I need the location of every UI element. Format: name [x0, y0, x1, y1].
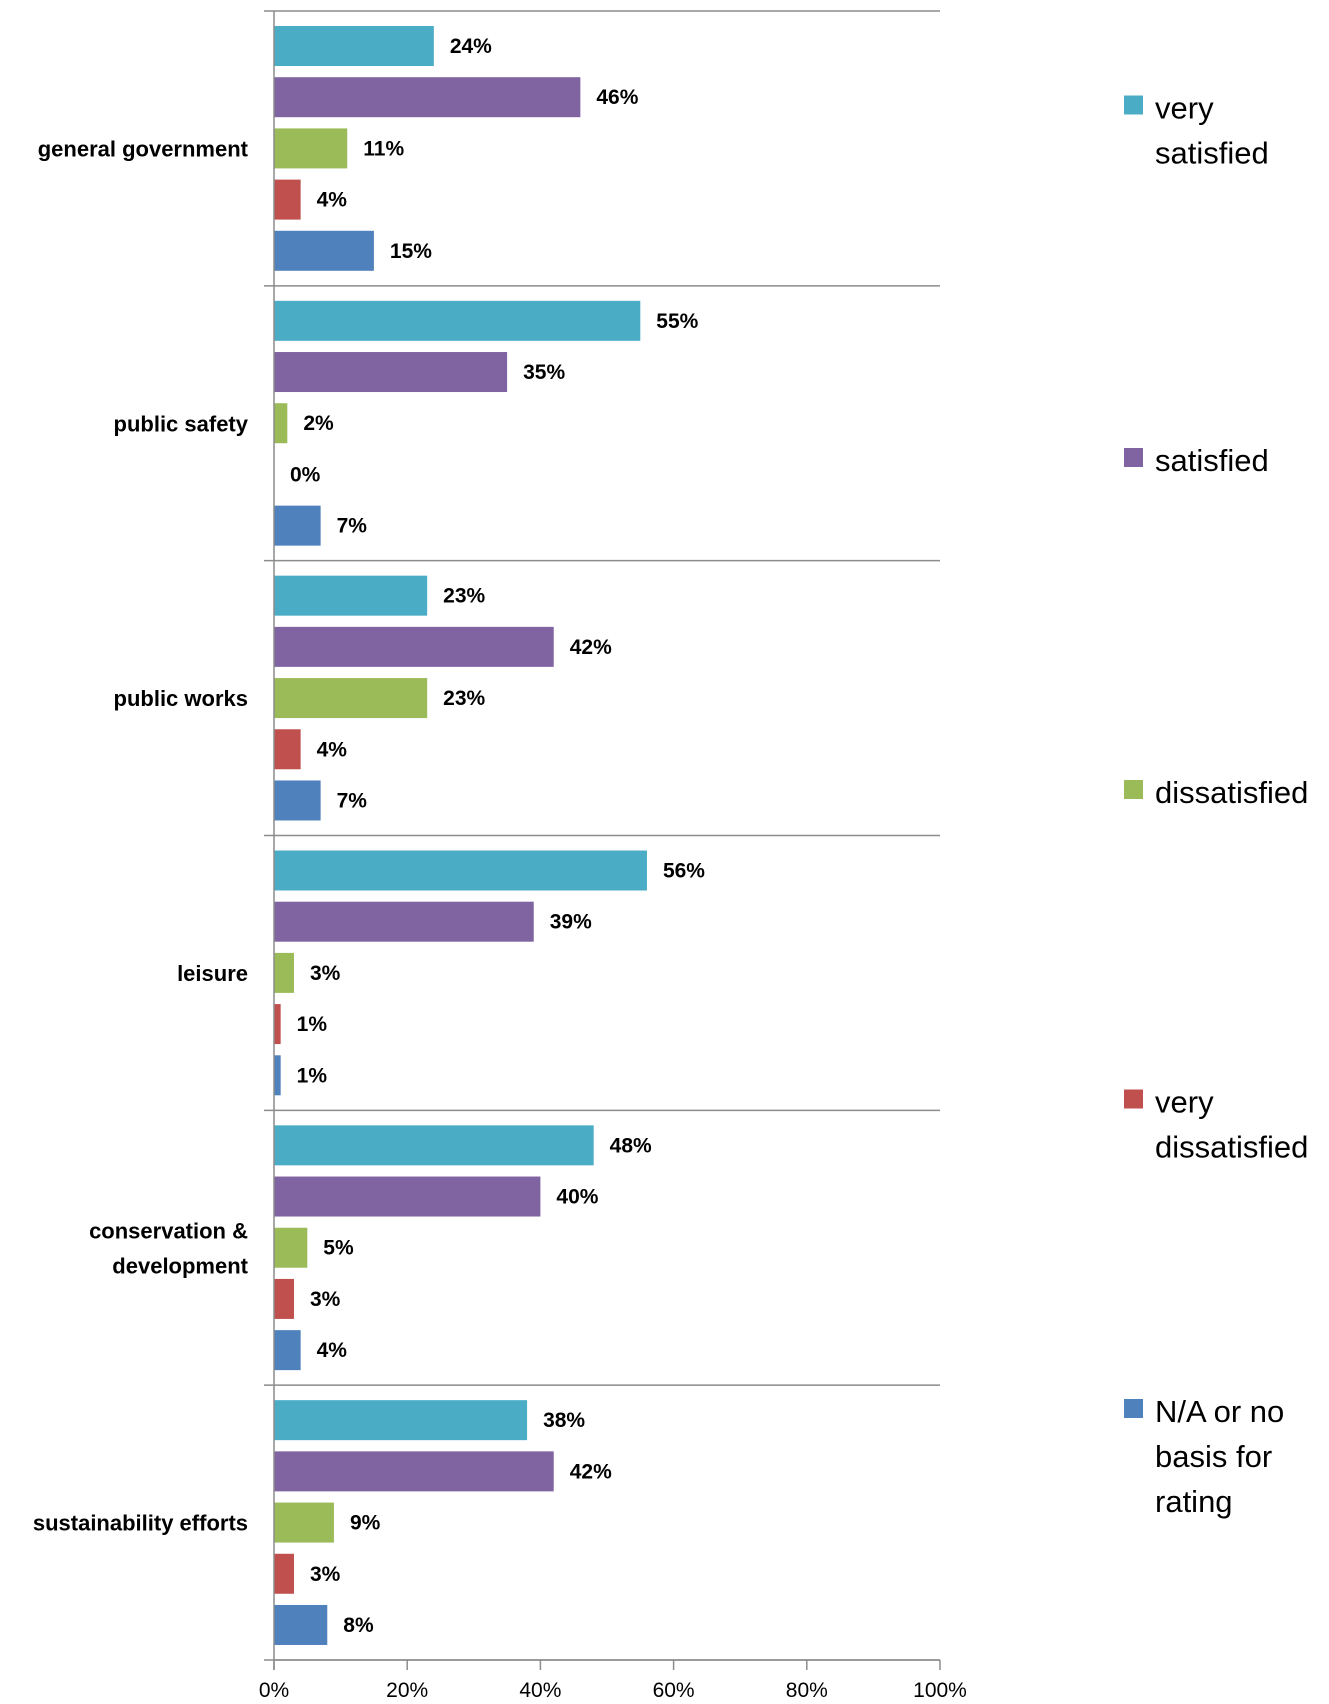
- x-axis: 0% 20% 40% 60% 80% 100%: [259, 11, 967, 1702]
- bar: [274, 1400, 528, 1441]
- legend-label: very: [1155, 91, 1214, 126]
- data-label: 56%: [663, 860, 705, 883]
- data-label: 42%: [570, 636, 612, 659]
- x-tick-label: 60%: [653, 1679, 695, 1702]
- data-label: 15%: [390, 240, 432, 263]
- bar: [274, 1330, 301, 1371]
- bar: [274, 1553, 294, 1594]
- legend-label: dissatisfied: [1155, 775, 1308, 810]
- plot-area: 24% 46% 11% 4% 15% general government 55% 35% 2%…: [33, 10, 940, 1661]
- legend-swatch: [1124, 95, 1143, 115]
- data-label: 1%: [297, 1013, 328, 1036]
- bar: [274, 128, 348, 169]
- category-label: leisure: [177, 961, 248, 986]
- x-tick-label: 100%: [913, 1679, 967, 1702]
- data-label: 7%: [337, 515, 368, 538]
- data-label: 48%: [610, 1134, 652, 1157]
- x-tick-label: 0%: [259, 1679, 289, 1702]
- bar: [274, 179, 301, 220]
- bar: [274, 780, 321, 821]
- data-label: 8%: [343, 1614, 374, 1637]
- category-label: public works: [114, 686, 248, 711]
- category-label: conservation &: [89, 1218, 248, 1243]
- legend-label: rating: [1155, 1484, 1233, 1519]
- bar: [274, 1451, 554, 1492]
- bar: [274, 1055, 281, 1096]
- data-label: 5%: [323, 1237, 354, 1260]
- data-label: 1%: [297, 1064, 328, 1087]
- bar: [274, 77, 581, 118]
- legend-label: satisfied: [1155, 136, 1269, 171]
- legend-swatch: [1124, 1399, 1143, 1418]
- data-label: 3%: [310, 1563, 341, 1586]
- legend-label: basis for: [1155, 1439, 1272, 1474]
- data-label: 46%: [596, 86, 638, 109]
- bar: [274, 300, 641, 341]
- bar: [274, 230, 374, 271]
- x-tick-label: 40%: [519, 1679, 561, 1702]
- x-tick-label: 80%: [786, 1679, 828, 1702]
- bar: [274, 1227, 308, 1268]
- bar: [274, 352, 508, 393]
- data-label: 23%: [443, 687, 485, 710]
- bar: [274, 1176, 541, 1217]
- bar: [274, 26, 434, 66]
- bar: [274, 1604, 328, 1645]
- bar: [274, 1125, 594, 1166]
- legend-label: satisfied: [1155, 443, 1269, 478]
- data-label: 39%: [550, 911, 592, 934]
- bar: [274, 1502, 334, 1543]
- x-tick-label: 20%: [386, 1679, 428, 1702]
- data-label: 24%: [450, 35, 492, 58]
- bar: [274, 729, 301, 770]
- legend: very satisfied satisfied dissatisfied very di…: [1124, 91, 1308, 1519]
- data-label: 4%: [317, 1339, 348, 1362]
- data-label: 40%: [556, 1186, 598, 1209]
- bar: [274, 626, 554, 667]
- category-label: development: [112, 1253, 248, 1278]
- data-label: 0%: [290, 463, 321, 486]
- legend-label: N/A or no: [1155, 1394, 1284, 1429]
- data-label: 9%: [350, 1512, 381, 1535]
- bar: [274, 901, 534, 942]
- bar: [274, 678, 428, 719]
- data-label: 3%: [310, 1288, 341, 1311]
- category-label: public safety: [114, 411, 249, 436]
- data-label: 55%: [656, 310, 698, 333]
- bar: [274, 1004, 281, 1045]
- bar: [274, 403, 288, 444]
- data-label: 35%: [523, 361, 565, 384]
- legend-swatch: [1124, 448, 1143, 467]
- data-label: 4%: [317, 738, 348, 761]
- category-label: general government: [38, 136, 249, 161]
- data-label: 3%: [310, 962, 341, 985]
- data-label: 4%: [317, 189, 348, 212]
- data-label: 7%: [337, 789, 368, 812]
- legend-label: dissatisfied: [1155, 1130, 1308, 1165]
- bar: [274, 850, 647, 891]
- data-label: 23%: [443, 585, 485, 608]
- data-label: 2%: [303, 412, 334, 435]
- legend-swatch: [1124, 1089, 1143, 1109]
- legend-label: very: [1155, 1085, 1214, 1120]
- bar: [274, 575, 428, 616]
- data-label: 11%: [363, 137, 404, 160]
- category-label: sustainability efforts: [33, 1511, 248, 1536]
- data-label: 38%: [543, 1409, 585, 1432]
- data-label: 42%: [570, 1460, 612, 1483]
- legend-swatch: [1124, 780, 1143, 799]
- bar: [274, 1278, 294, 1319]
- bar: [274, 952, 294, 993]
- bar: [274, 505, 321, 546]
